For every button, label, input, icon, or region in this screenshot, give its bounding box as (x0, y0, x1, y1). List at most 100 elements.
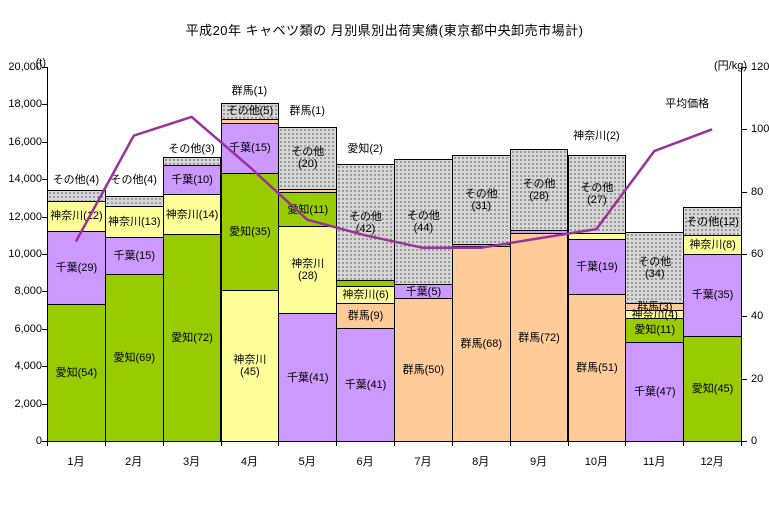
bar-segment-愛知: 愛知(72) (162, 234, 222, 442)
bar-segment-千葉: 千葉(29) (47, 230, 106, 306)
bar-segment-神奈川: 神奈川(14) (162, 194, 222, 236)
bar-segment-群馬: 群馬(72) (509, 233, 569, 442)
month-label: 12月 (700, 456, 724, 468)
right-axis-tick-label: 100 (751, 123, 769, 136)
segment-label: その他 (44) (406, 209, 440, 234)
segment-label: 愛知(54) (55, 367, 98, 380)
segment-label: 千葉(29) (55, 262, 98, 275)
segment-label: 愛知(11) (287, 203, 329, 216)
segment-label: 神奈川(8) (689, 239, 736, 252)
segment-label: その他(12) (686, 215, 739, 228)
x-axis-tick (509, 442, 511, 446)
left-axis-tick-label: 16,000 (8, 135, 42, 148)
left-axis-tick-label: 6,000 (14, 322, 42, 335)
right-axis-tick (742, 129, 747, 131)
bar-segment-その他 (47, 190, 106, 202)
segment-label: その他 (42) (349, 210, 383, 235)
segment-label: 千葉(41) (286, 371, 329, 384)
bar-segment-千葉: 千葉(41) (278, 313, 338, 442)
right-axis-tick-label: 120 (751, 61, 769, 73)
bar-segment-千葉: 千葉(5) (394, 284, 453, 300)
bar-segment-その他 (104, 196, 164, 207)
left-axis-tick-label: 12,000 (8, 210, 42, 223)
segment-label-above: 愛知(2) (347, 143, 383, 156)
segment-label: 千葉(19) (576, 260, 618, 273)
bar-segment-その他: その他 (44) (394, 158, 453, 286)
bar-segment-神奈川: 神奈川 (45) (220, 290, 280, 442)
right-axis-tick-label: 0 (751, 435, 758, 447)
x-axis-tick (47, 442, 48, 446)
left-axis-tick (42, 104, 47, 106)
bar-segment-千葉: 千葉(47) (625, 341, 685, 442)
chart-title: 平成20年 キャベツ類の 月別県別出荷実績(東京都中央卸売市場計) (185, 23, 584, 38)
bar-segment-群馬: 群馬(51) (567, 293, 627, 442)
segment-label: 群馬(72) (518, 331, 560, 344)
bar-segment-神奈川: 神奈川 (28) (278, 226, 338, 315)
bar-segment-愛知: 愛知(11) (278, 192, 338, 228)
segment-label: その他 (28) (522, 178, 556, 203)
bar-segment-神奈川 (567, 232, 627, 240)
bar-segment-その他 (162, 156, 222, 167)
bar-segment-神奈川: 神奈川(12) (47, 200, 106, 232)
left-axis-tick (42, 141, 47, 143)
month-label: 1月 (67, 456, 85, 468)
segment-label: 愛知(69) (113, 351, 156, 364)
month-label: 5月 (298, 456, 316, 468)
segment-label: 神奈川 (45) (233, 354, 267, 379)
segment-label: 群馬(51) (576, 361, 618, 374)
bar-segment-その他: その他(12) (683, 207, 742, 237)
bar-segment-その他: その他 (27) (567, 154, 627, 234)
bar-segment-愛知: 愛知(35) (220, 172, 280, 292)
x-axis-tick (220, 442, 222, 446)
bar-segment-千葉: 千葉(41) (336, 327, 395, 442)
bar-segment-その他: その他 (34) (625, 231, 685, 305)
month-label: 10月 (584, 456, 609, 468)
bar-segment-愛知: 愛知(11) (625, 318, 685, 343)
bar-segment-その他: その他 (31) (451, 154, 511, 245)
right-axis-unit-label: (円/kg) (714, 60, 747, 72)
bar-segment-千葉: 千葉(15) (104, 237, 164, 275)
bar-segment-千葉: 千葉(35) (683, 254, 742, 337)
segment-label: 群馬(9) (347, 309, 384, 322)
bar-segment-千葉: 千葉(19) (567, 238, 627, 295)
left-axis-tick-label: 8,000 (14, 285, 42, 298)
bar-segment-神奈川: 神奈川(13) (104, 205, 164, 239)
x-axis-tick (394, 442, 395, 446)
left-axis-unit-label: (t) (35, 57, 46, 69)
segment-label: 神奈川(13) (107, 215, 161, 228)
segment-label: 愛知(35) (229, 226, 271, 239)
bar-segment-その他: その他 (28) (509, 149, 569, 232)
bar-segment-群馬: 群馬(3) (625, 301, 685, 313)
bar-segment-その他: その他 (20) (278, 126, 338, 191)
right-axis-tick-label: 80 (751, 185, 764, 198)
x-axis-tick (336, 442, 338, 446)
bar-segment-愛知: 愛知(69) (104, 273, 164, 442)
segment-label: 愛知(45) (691, 382, 734, 395)
left-axis-tick-label: 20,000 (8, 61, 42, 73)
right-axis-tick (742, 378, 747, 380)
x-axis-tick (162, 442, 164, 446)
x-axis-tick (567, 442, 569, 446)
month-label: 9月 (530, 456, 548, 468)
bar-segment-群馬: 群馬(9) (336, 302, 395, 329)
x-axis-tick (625, 442, 627, 446)
segment-label: 群馬(68) (460, 338, 503, 351)
x-axis-tick (104, 442, 106, 446)
month-label: 3月 (183, 456, 201, 468)
left-axis-tick (42, 328, 47, 330)
left-axis-tick (42, 179, 47, 181)
segment-label: その他 (34) (638, 256, 672, 280)
bar-segment-群馬: 群馬(50) (394, 298, 453, 442)
segment-label: その他 (31) (464, 187, 498, 212)
x-axis-tick (683, 442, 685, 446)
segment-label-above: 群馬(1) (231, 84, 268, 97)
month-label: 7月 (414, 456, 432, 468)
right-axis-tick-label: 60 (751, 248, 764, 260)
left-axis-tick-label: 10,000 (8, 248, 42, 260)
month-label: 11月 (643, 456, 666, 468)
segment-label: 千葉(41) (344, 378, 387, 391)
segment-label: 愛知(72) (171, 332, 213, 345)
segment-label: 神奈川(14) (165, 208, 219, 221)
segment-label: 千葉(35) (691, 289, 734, 302)
